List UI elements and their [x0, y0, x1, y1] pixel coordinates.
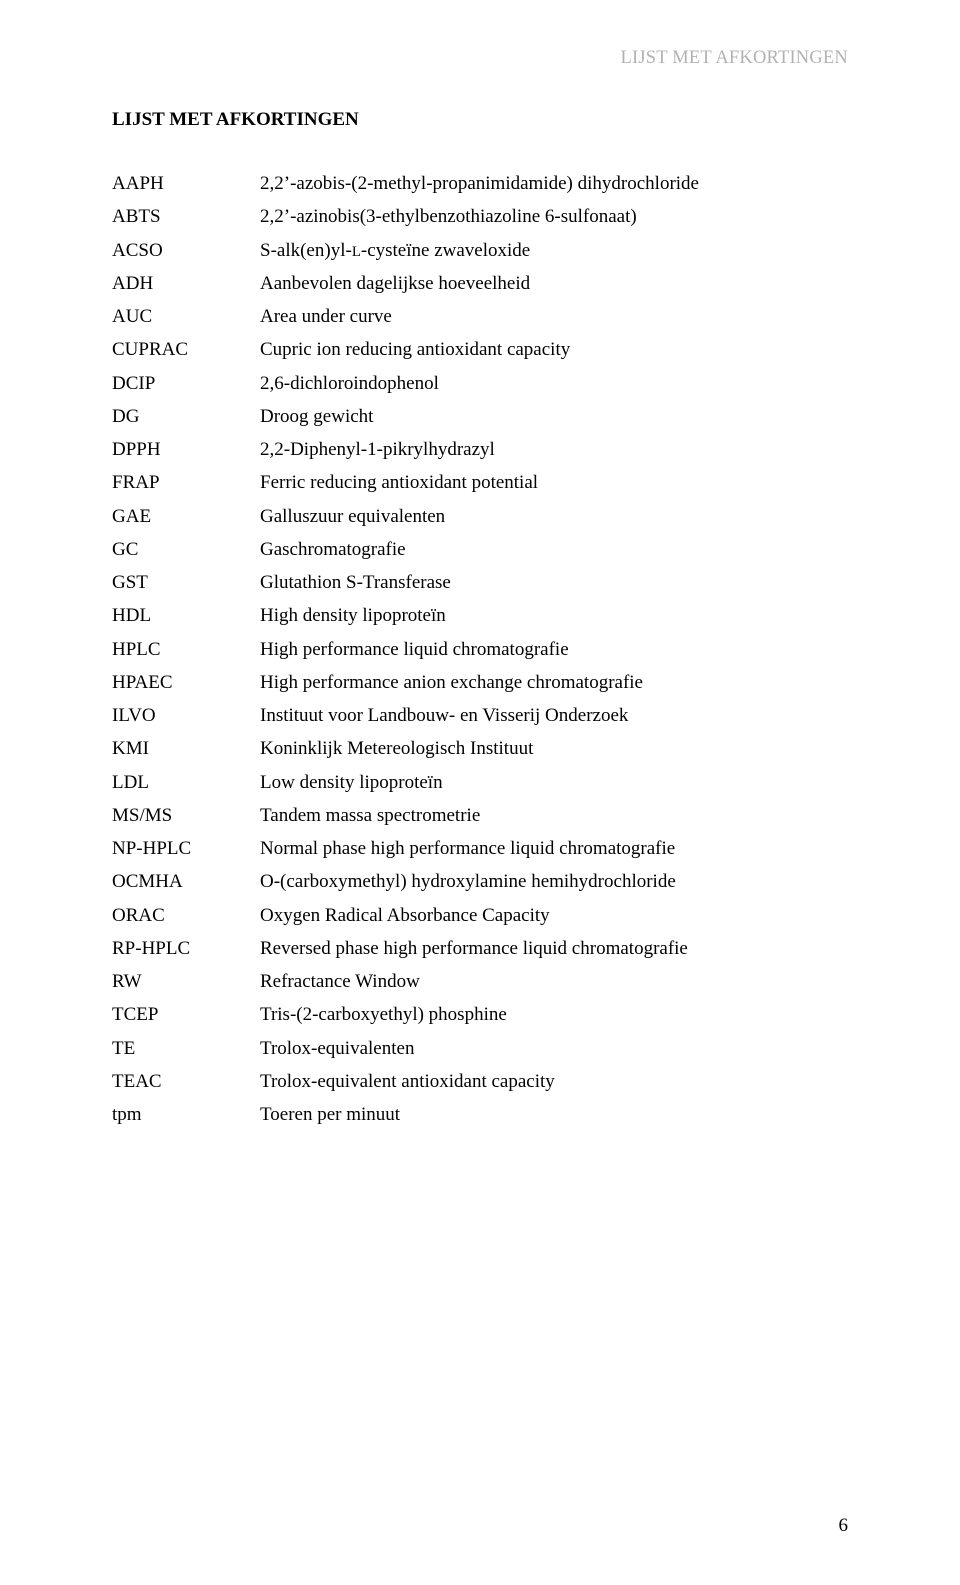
abbrev-definition: Ferric reducing antioxidant potential	[260, 466, 848, 499]
abbrev-row: TCEPTris-(2-carboxyethyl) phosphine	[112, 998, 848, 1031]
abbrev-row: HPLCHigh performance liquid chromatograf…	[112, 633, 848, 666]
abbrev-term: LDL	[112, 766, 260, 799]
def-post: -cysteïne zwaveloxide	[361, 240, 530, 261]
abbrev-row: ACSOS-alk(en)yl-L-cysteïne zwaveloxide	[112, 234, 848, 267]
abbrev-term: FRAP	[112, 466, 260, 499]
running-head: LIJST MET AFKORTINGEN	[112, 48, 848, 69]
abbrev-term: NP-HPLC	[112, 832, 260, 865]
abbrev-term: AAPH	[112, 167, 260, 200]
def-pre: 2,2	[260, 173, 284, 194]
abbrev-definition: Reversed phase high performance liquid c…	[260, 932, 848, 965]
abbrev-definition: Instituut voor Landbouw- en Visserij Ond…	[260, 699, 848, 732]
abbrev-row: MS/MSTandem massa spectrometrie	[112, 799, 848, 832]
abbrev-row: GAEGalluszuur equivalenten	[112, 500, 848, 533]
abbrev-term: AUC	[112, 300, 260, 333]
abbrev-definition: Low density lipoproteïn	[260, 766, 848, 799]
abbrev-term: GAE	[112, 500, 260, 533]
abbrev-row: LDLLow density lipoproteïn	[112, 766, 848, 799]
abbrev-definition: Toeren per minuut	[260, 1098, 848, 1131]
abbrev-definition: Refractance Window	[260, 965, 848, 998]
abbrev-term: TE	[112, 1032, 260, 1065]
abbrev-term: ACSO	[112, 234, 260, 267]
abbrev-row: ORACOxygen Radical Absorbance Capacity	[112, 899, 848, 932]
abbreviation-list: AAPH2,2’-azobis-(2-methyl-propanimidamid…	[112, 167, 848, 1131]
abbrev-row: RWRefractance Window	[112, 965, 848, 998]
abbrev-row: ILVOInstituut voor Landbouw- en Visserij…	[112, 699, 848, 732]
abbrev-term: DPPH	[112, 433, 260, 466]
abbrev-definition: Droog gewicht	[260, 400, 848, 433]
abbrev-term: MS/MS	[112, 799, 260, 832]
abbrev-definition: O-(carboxymethyl) hydroxylamine hemihydr…	[260, 865, 848, 898]
section-title: LIJST MET AFKORTINGEN	[112, 109, 848, 131]
abbrev-definition: Trolox-equivalenten	[260, 1032, 848, 1065]
abbrev-row: DCIP2,6-dichloroindophenol	[112, 367, 848, 400]
abbrev-definition: Aanbevolen dagelijkse hoeveelheid	[260, 267, 848, 300]
abbrev-definition: 2,2-Diphenyl-1-pikrylhydrazyl	[260, 433, 848, 466]
abbrev-term: RP-HPLC	[112, 932, 260, 965]
abbrev-term: tpm	[112, 1098, 260, 1131]
abbrev-definition: Glutathion S-Transferase	[260, 566, 848, 599]
abbrev-term: HPAEC	[112, 666, 260, 699]
def-pre: 2,2	[260, 206, 284, 227]
abbrev-row: CUPRACCupric ion reducing antioxidant ca…	[112, 333, 848, 366]
abbrev-definition: High performance anion exchange chromato…	[260, 666, 848, 699]
abbrev-row: FRAPFerric reducing antioxidant potentia…	[112, 466, 848, 499]
abbrev-term: CUPRAC	[112, 333, 260, 366]
abbrev-term: HPLC	[112, 633, 260, 666]
abbrev-row: AAPH2,2’-azobis-(2-methyl-propanimidamid…	[112, 167, 848, 200]
page: LIJST MET AFKORTINGEN LIJST MET AFKORTIN…	[0, 0, 960, 1585]
abbrev-definition: High performance liquid chromatografie	[260, 633, 848, 666]
abbrev-definition: Tandem massa spectrometrie	[260, 799, 848, 832]
page-number: 6	[839, 1515, 849, 1537]
abbrev-term: ABTS	[112, 200, 260, 233]
abbrev-definition: 2,2’-azobis-(2-methyl-propanimidamide) d…	[260, 167, 848, 200]
abbrev-row: TETrolox-equivalenten	[112, 1032, 848, 1065]
abbrev-term: ORAC	[112, 899, 260, 932]
abbrev-term: HDL	[112, 599, 260, 632]
abbrev-definition: Trolox-equivalent antioxidant capacity	[260, 1065, 848, 1098]
abbrev-row: DPPH2,2-Diphenyl-1-pikrylhydrazyl	[112, 433, 848, 466]
abbrev-definition: Gaschromatografie	[260, 533, 848, 566]
abbrev-definition: High density lipoproteïn	[260, 599, 848, 632]
abbrev-row: ABTS2,2’-azinobis(3-ethylbenzothiazoline…	[112, 200, 848, 233]
abbrev-definition: 2,2’-azinobis(3-ethylbenzothiazoline 6-s…	[260, 200, 848, 233]
abbrev-definition: Cupric ion reducing antioxidant capacity	[260, 333, 848, 366]
abbrev-row: TEACTrolox-equivalent antioxidant capaci…	[112, 1065, 848, 1098]
abbrev-term: TCEP	[112, 998, 260, 1031]
def-post: -azinobis(3-ethylbenzothiazoline 6-sulfo…	[290, 206, 637, 227]
abbrev-row: KMIKoninklijk Metereologisch Instituut	[112, 732, 848, 765]
abbrev-row: RP-HPLCReversed phase high performance l…	[112, 932, 848, 965]
abbrev-definition: Oxygen Radical Absorbance Capacity	[260, 899, 848, 932]
abbrev-definition: Galluszuur equivalenten	[260, 500, 848, 533]
abbrev-definition: Area under curve	[260, 300, 848, 333]
abbrev-row: GSTGlutathion S-Transferase	[112, 566, 848, 599]
abbrev-term: GC	[112, 533, 260, 566]
abbrev-row: tpmToeren per minuut	[112, 1098, 848, 1131]
abbrev-row: OCMHAO-(carboxymethyl) hydroxylamine hem…	[112, 865, 848, 898]
abbrev-term: ADH	[112, 267, 260, 300]
abbrev-term: TEAC	[112, 1065, 260, 1098]
abbrev-definition: Tris-(2-carboxyethyl) phosphine	[260, 998, 848, 1031]
abbrev-row: DGDroog gewicht	[112, 400, 848, 433]
abbrev-term: DG	[112, 400, 260, 433]
abbrev-definition: S-alk(en)yl-L-cysteïne zwaveloxide	[260, 234, 848, 267]
abbrev-row: HDLHigh density lipoproteïn	[112, 599, 848, 632]
abbrev-row: NP-HPLCNormal phase high performance liq…	[112, 832, 848, 865]
abbrev-definition: Normal phase high performance liquid chr…	[260, 832, 848, 865]
def-post: -azobis-(2-methyl-propanimidamide) dihyd…	[290, 173, 699, 194]
abbrev-term: GST	[112, 566, 260, 599]
abbrev-term: RW	[112, 965, 260, 998]
def-pre: S-alk(en)yl-	[260, 240, 352, 261]
abbrev-term: DCIP	[112, 367, 260, 400]
abbrev-row: HPAECHigh performance anion exchange chr…	[112, 666, 848, 699]
abbrev-row: GCGaschromatografie	[112, 533, 848, 566]
abbrev-row: AUCArea under curve	[112, 300, 848, 333]
abbrev-definition: 2,6-dichloroindophenol	[260, 367, 848, 400]
abbrev-definition: Koninklijk Metereologisch Instituut	[260, 732, 848, 765]
abbrev-term: OCMHA	[112, 865, 260, 898]
abbrev-term: ILVO	[112, 699, 260, 732]
abbrev-term: KMI	[112, 732, 260, 765]
abbrev-row: ADHAanbevolen dagelijkse hoeveelheid	[112, 267, 848, 300]
def-smallcap: L	[352, 244, 361, 260]
